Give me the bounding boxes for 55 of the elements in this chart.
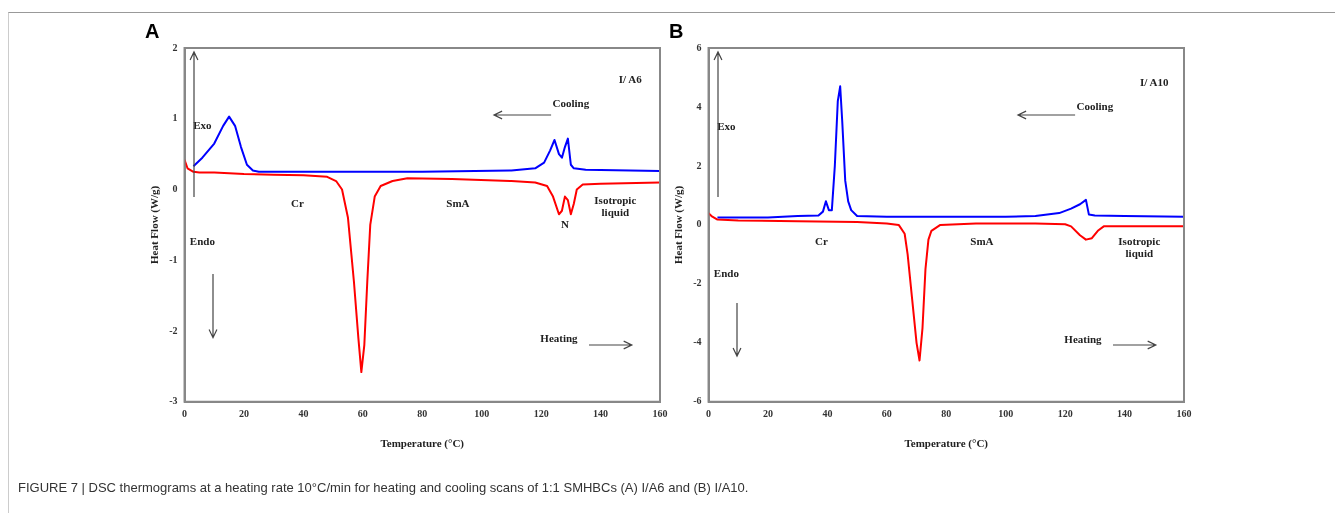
annotation: N — [560, 217, 569, 230]
annotation: Exo — [193, 118, 213, 131]
y-tick-label: 2 — [696, 159, 702, 171]
y-tick-label: 1 — [172, 112, 178, 124]
y-tick-label: 4 — [696, 100, 702, 112]
y-tick-label: 6 — [696, 41, 702, 53]
x-tick-label: 0 — [182, 408, 188, 420]
y-tick-label: -1 — [169, 253, 178, 265]
annotation: Isotropic liquid — [1118, 235, 1161, 260]
annotation: SmA — [446, 196, 470, 209]
annotation: Exo — [717, 120, 737, 133]
x-tick-label: 60 — [357, 408, 368, 420]
y-tick-label: -2 — [169, 324, 178, 336]
annotation: Cooling — [552, 97, 590, 110]
annotation: Endo — [189, 235, 216, 248]
y-tick-label: 2 — [172, 41, 178, 53]
annotation: Cr — [291, 196, 304, 209]
y-tick-label: -2 — [693, 277, 702, 289]
x-tick-label: 100 — [474, 408, 490, 420]
annotation: Heating — [1064, 332, 1103, 345]
annotation: Endo — [713, 267, 740, 280]
x-tick-label: 40 — [822, 408, 833, 420]
y-tick-label: -6 — [693, 395, 702, 407]
x-tick-label: 0 — [706, 408, 712, 420]
annotation: Isotropic liquid — [594, 194, 637, 219]
x-tick-label: 160 — [1176, 408, 1192, 420]
x-tick-label: 60 — [881, 408, 892, 420]
y-tick-label: 0 — [696, 218, 702, 230]
chart-title: B — [669, 19, 684, 42]
caption: FIGURE 7 | DSC thermograms at a heating rate 10°C/min for heating and cooling scans of 1:1 SMHBCs (A) I/A6 and (B) I/A10. — [18, 480, 749, 495]
x-tick-label: 20 — [238, 408, 249, 420]
x-tick-label: 140 — [1117, 408, 1133, 420]
x-tick-label: 40 — [298, 408, 309, 420]
y-axis-title: Heat Flow (W/g) — [672, 185, 686, 264]
annotation: I/ A6 — [618, 72, 643, 85]
x-tick-label: 80 — [417, 408, 428, 420]
y-tick-label: -4 — [693, 336, 702, 348]
y-tick-label: -3 — [169, 395, 178, 407]
x-tick-label: 120 — [1057, 408, 1073, 420]
x-tick-label: 160 — [652, 408, 668, 420]
x-axis-title: Temperature (°C) — [904, 437, 989, 451]
y-axis-title: Heat Flow (W/g) — [148, 185, 162, 264]
x-axis-title: Temperature (°C) — [380, 437, 465, 451]
x-tick-label: 140 — [593, 408, 609, 420]
annotation: Cr — [815, 235, 828, 248]
x-tick-label: 120 — [533, 408, 549, 420]
y-tick-label: 0 — [172, 183, 178, 195]
annotation: Cooling — [1076, 99, 1114, 112]
annotation: SmA — [970, 235, 994, 248]
chart-title: A — [145, 19, 160, 42]
x-tick-label: 80 — [941, 408, 952, 420]
x-tick-label: 20 — [762, 408, 773, 420]
annotation: I/ A10 — [1140, 76, 1169, 89]
annotation: Heating — [540, 332, 579, 345]
x-tick-label: 100 — [998, 408, 1014, 420]
